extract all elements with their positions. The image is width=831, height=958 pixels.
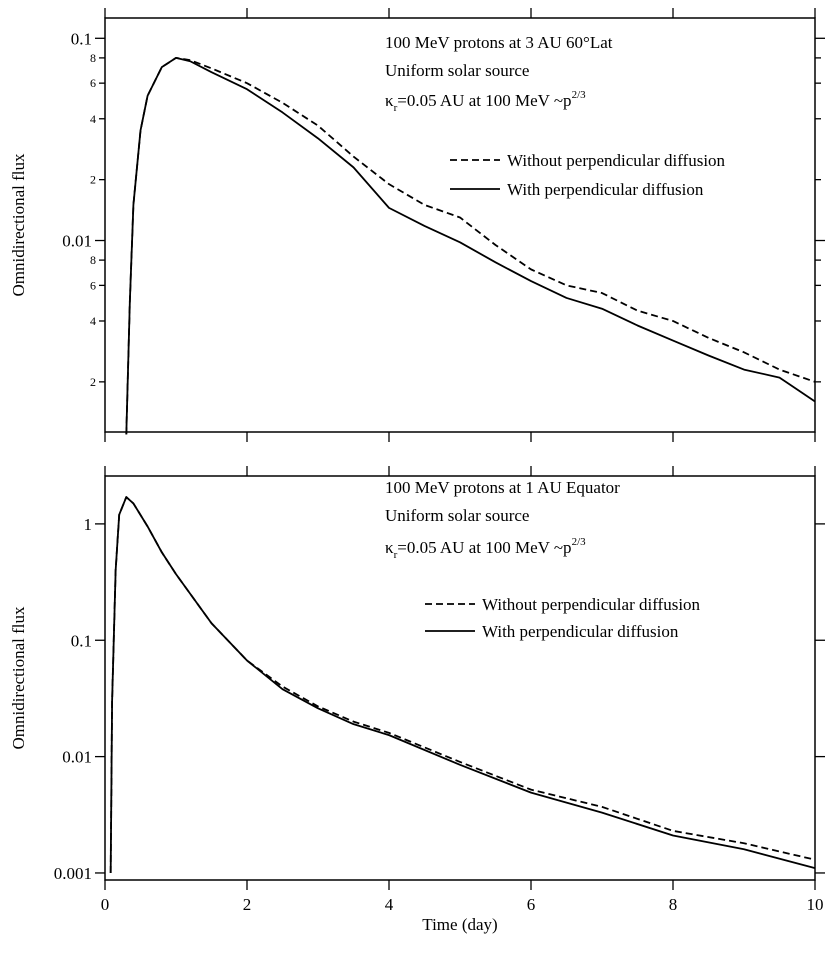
x-tick-label: 10 bbox=[807, 895, 824, 914]
annotation-symbol: κ bbox=[385, 91, 394, 110]
x-tick-label: 8 bbox=[669, 895, 678, 914]
annotation-symbol: κ bbox=[385, 538, 394, 557]
annotation-subscript: r bbox=[394, 549, 398, 561]
annotation-superscript: 2/3 bbox=[572, 536, 587, 548]
y-tick-label: 4 bbox=[90, 112, 96, 126]
y-tick-label: 6 bbox=[90, 278, 96, 292]
data-line bbox=[125, 56, 816, 435]
y-tick-label: 0.01 bbox=[62, 748, 92, 767]
y-tick-label: 0.1 bbox=[71, 29, 92, 48]
legend-label: With perpendicular diffusion bbox=[482, 622, 679, 641]
y-tick-label: 8 bbox=[90, 51, 96, 65]
y-tick-label: 4 bbox=[90, 314, 96, 328]
x-tick-label: 4 bbox=[385, 895, 394, 914]
y-axis-label: Omnidirectional flux bbox=[9, 153, 28, 297]
y-tick-label: 0.1 bbox=[71, 631, 92, 650]
y-tick-label: 0.01 bbox=[62, 232, 92, 251]
plot-frame bbox=[104, 475, 816, 881]
data-line bbox=[125, 56, 816, 435]
y-tick-label: 1 bbox=[84, 515, 93, 534]
annotation-text: =0.05 AU at 100 MeV ~p bbox=[397, 538, 571, 557]
annotation: κr=0.05 AU at 100 MeV ~p2/3 bbox=[385, 536, 586, 561]
annotation-text: =0.05 AU at 100 MeV ~p bbox=[397, 91, 571, 110]
annotation-subscript: r bbox=[394, 102, 398, 114]
y-axis-label: Omnidirectional flux bbox=[9, 606, 28, 750]
annotation: Uniform solar source bbox=[385, 61, 529, 80]
annotation-superscript: 2/3 bbox=[572, 89, 587, 101]
y-tick-label: 0.001 bbox=[54, 864, 92, 883]
y-tick-label: 6 bbox=[90, 76, 96, 90]
x-tick-label: 0 bbox=[101, 895, 110, 914]
legend-label: With perpendicular diffusion bbox=[507, 180, 704, 199]
legend-label: Without perpendicular diffusion bbox=[507, 151, 726, 170]
data-line bbox=[109, 496, 816, 873]
panel: 0.1 8 6 4 2 0.01 8 6 4 2 Omnidirectional flux 100 M… bbox=[9, 8, 825, 442]
annotation: Uniform solar source bbox=[385, 506, 529, 525]
panel: 1 0.1 0.01 0.001 0 2 4 6 8 10 Time (day) Omnidirect… bbox=[9, 466, 825, 934]
annotation: 100 MeV protons at 1 AU Equator bbox=[385, 478, 620, 497]
annotation: 100 MeV protons at 3 AU 60°Lat bbox=[385, 33, 613, 52]
x-tick-label: 6 bbox=[527, 895, 536, 914]
annotation: κr=0.05 AU at 100 MeV ~p2/3 bbox=[385, 89, 586, 114]
y-tick-label: 8 bbox=[90, 253, 96, 267]
y-tick-label: 2 bbox=[90, 375, 96, 389]
plot-frame bbox=[104, 17, 816, 433]
x-axis-label: Time (day) bbox=[422, 915, 497, 934]
y-tick-label: 2 bbox=[90, 173, 96, 187]
x-tick-label: 2 bbox=[243, 895, 252, 914]
legend-label: Without perpendicular diffusion bbox=[482, 595, 701, 614]
